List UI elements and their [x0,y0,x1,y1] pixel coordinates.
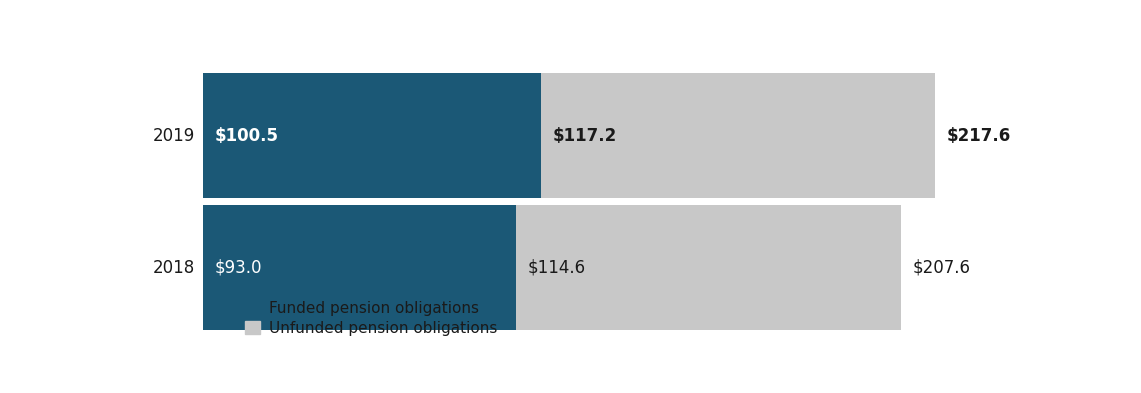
Text: $93.0: $93.0 [215,259,262,277]
Text: $114.6: $114.6 [527,259,585,277]
Legend: Funded pension obligations, Unfunded pension obligations: Funded pension obligations, Unfunded pen… [238,295,503,342]
Text: 2019: 2019 [153,127,195,145]
Text: $117.2: $117.2 [553,127,617,145]
Text: $207.6: $207.6 [913,259,971,277]
Text: 2018: 2018 [153,259,195,277]
Bar [203,205,516,330]
Bar [516,205,901,330]
Text: $217.6: $217.6 [947,127,1011,145]
Bar [203,73,541,198]
Bar [541,73,936,198]
Text: $100.5: $100.5 [215,127,278,145]
